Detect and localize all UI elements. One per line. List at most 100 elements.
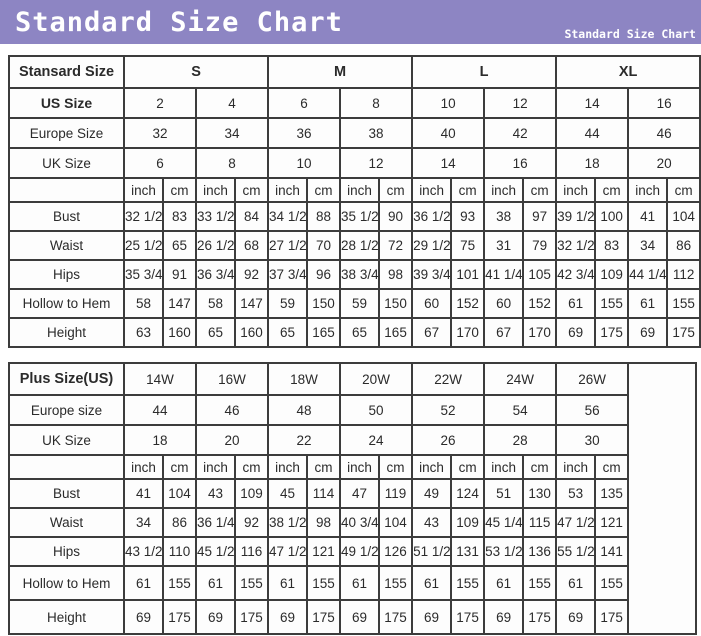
size-value-cell: 2 (123, 87, 197, 119)
row-label: Hollow to Hem (8, 288, 125, 319)
measurement-cell: 91 (162, 259, 197, 290)
measurement-cell: 65 (267, 317, 309, 348)
measurement-cell: 60 (483, 288, 525, 319)
measurement-cell: 150 (306, 288, 342, 319)
size-value-cell: 12 (339, 147, 414, 179)
unit-row-corner-cell (8, 454, 125, 480)
unit-header-cell: inch (411, 177, 453, 203)
measurement-cell: 47 1/2 (555, 507, 597, 538)
header-banner: Standard Size Chart Standard Size Chart (0, 0, 701, 44)
measurement-cell: 136 (522, 536, 558, 567)
measurement-cell: 41 (627, 201, 669, 232)
measurement-cell: 40 3/4 (339, 507, 381, 538)
unit-header-cell: cm (306, 454, 342, 480)
measurement-cell: 109 (234, 478, 270, 509)
measurement-cell: 60 (411, 288, 453, 319)
measurement-cell: 25 1/2 (123, 230, 164, 261)
unit-header-cell: inch (483, 177, 525, 203)
measurement-cell: 45 (267, 478, 309, 509)
unit-header-cell: inch (267, 177, 309, 203)
unit-header-cell: cm (522, 177, 558, 203)
size-value-cell: 32 (123, 117, 197, 149)
measurement-cell: 155 (450, 565, 486, 601)
measurement-cell: 61 (555, 565, 597, 601)
size-value-cell: 20 (195, 424, 270, 456)
measurement-cell: 84 (233, 201, 270, 232)
measurement-cell: 175 (306, 599, 342, 635)
measurement-cell: 49 1/2 (339, 536, 381, 567)
size-group-header: M (267, 55, 414, 89)
measurement-cell: 98 (306, 507, 342, 538)
measurement-cell: 45 1/4 (483, 507, 525, 538)
size-value-cell: 24 (339, 424, 414, 456)
measurement-cell: 75 (450, 230, 486, 261)
measurement-cell: 26 1/2 (195, 230, 236, 261)
measurement-cell: 41 (123, 478, 164, 509)
measurement-cell: 38 1/2 (267, 507, 309, 538)
size-value-cell: 54 (483, 394, 558, 426)
unit-header-cell: cm (378, 454, 414, 480)
measurement-cell: 112 (666, 259, 701, 290)
row-label: Hips (8, 259, 125, 290)
size-value-cell: 4 (194, 87, 270, 119)
size-value-cell: 6 (267, 87, 342, 119)
size-value-cell: 46 (195, 394, 270, 426)
row-label: Height (8, 317, 125, 348)
measurement-cell: 155 (161, 565, 198, 601)
measurement-cell: 165 (378, 317, 414, 348)
unit-header-cell: cm (666, 177, 701, 203)
measurement-cell: 53 1/2 (483, 536, 525, 567)
measurement-cell: 42 3/4 (555, 259, 597, 290)
size-value-cell: 34 (194, 117, 270, 149)
size-group-header: 20W (339, 362, 414, 396)
measurement-cell: 58 (195, 288, 236, 319)
measurement-cell: 101 (450, 259, 486, 290)
size-value-cell: 14 (555, 87, 630, 119)
page-title: Standard Size Chart (15, 7, 343, 38)
unit-header-cell: cm (594, 454, 630, 480)
measurement-cell: 69 (411, 599, 453, 635)
measurement-cell: 45 1/2 (195, 536, 237, 567)
measurement-cell: 175 (234, 599, 270, 635)
row-label: Waist (8, 230, 125, 261)
measurement-cell: 152 (522, 288, 558, 319)
measurement-cell: 165 (306, 317, 342, 348)
measurement-cell: 155 (666, 288, 701, 319)
row-label: UK Size (8, 424, 125, 456)
measurement-cell: 53 (555, 478, 597, 509)
row-label: US Size (8, 87, 125, 119)
unit-header-cell: inch (339, 177, 381, 203)
measurement-cell: 170 (450, 317, 486, 348)
measurement-cell: 65 (162, 230, 197, 261)
measurement-cell: 69 (195, 599, 237, 635)
measurement-cell: 34 (123, 507, 164, 538)
measurement-cell: 65 (195, 317, 236, 348)
unit-header-cell: inch (195, 177, 236, 203)
measurement-cell: 104 (666, 201, 701, 232)
measurement-cell: 150 (378, 288, 414, 319)
measurement-cell: 35 1/2 (339, 201, 381, 232)
unit-header-cell: cm (162, 177, 197, 203)
measurement-cell: 175 (594, 599, 630, 635)
size-chart-content: Stansard Size S M L XL US Size 2 4 6 8 10 12 14 16 Eur… (0, 44, 701, 635)
measurement-cell: 36 3/4 (195, 259, 236, 290)
size-group-header: XL (555, 55, 701, 89)
size-value-cell: 12 (483, 87, 558, 119)
measurement-cell: 33 1/2 (195, 201, 236, 232)
size-value-cell: 18 (122, 424, 198, 456)
measurement-cell: 114 (306, 478, 342, 509)
measurement-cell: 70 (306, 230, 342, 261)
measurement-cell: 69 (627, 317, 669, 348)
row-label: UK Size (8, 147, 125, 179)
measurement-cell: 35 3/4 (123, 259, 164, 290)
measurement-cell: 109 (594, 259, 630, 290)
measurement-cell: 47 1/2 (267, 536, 309, 567)
row-label: Hollow to Hem (8, 565, 125, 601)
measurement-cell: 160 (233, 317, 270, 348)
size-group-header: 26W (555, 362, 630, 396)
row-label: Bust (8, 478, 125, 509)
measurement-cell: 155 (594, 288, 630, 319)
measurement-cell: 155 (378, 565, 414, 601)
measurement-cell: 175 (522, 599, 558, 635)
measurement-cell: 61 (555, 288, 597, 319)
